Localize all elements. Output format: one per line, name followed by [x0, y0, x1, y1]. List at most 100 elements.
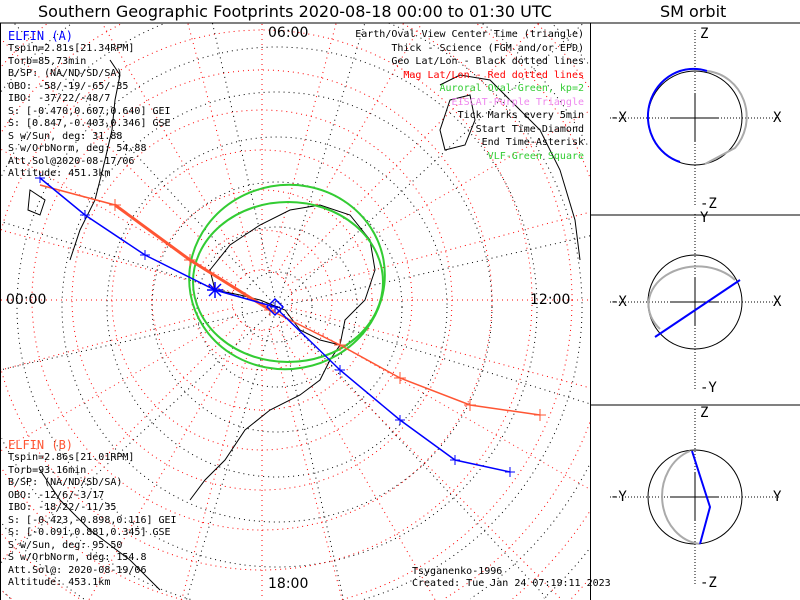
- orbit-axis-label: -Z: [700, 196, 717, 212]
- sat-b-tick: [109, 199, 121, 211]
- model-label: Tsyganenko-1996: [412, 566, 503, 577]
- sat-b-track: [39, 184, 541, 416]
- sat-a-info-line: Tspin=2.81s[21.34RPM]: [8, 43, 135, 54]
- sat-a-tick: [35, 173, 45, 183]
- legend-item: Geo Lat/Lon - Black dotted lines: [391, 56, 584, 67]
- sat-b-info-line: B/SP: (NA/ND/SD/SA): [8, 477, 123, 488]
- sat-b-info-line: Torb=93.16min: [8, 464, 87, 476]
- legend-item: Auroral Oval-Green, kp=2: [439, 83, 585, 94]
- sat-a-info-line: S: [-0.470,0.607,0.640] GEI: [8, 105, 171, 117]
- sat-b-tick: [334, 339, 346, 351]
- sat-b-info-line: Altitude: 453.1km: [8, 577, 111, 588]
- sat-a-name: ELFIN (A): [8, 29, 74, 43]
- sat-a-info-line: B/SP: (NA/ND/SD/SA): [8, 68, 123, 79]
- sat-a-tick: [395, 415, 405, 425]
- start-diamond-icon: [265, 297, 285, 317]
- legend-item: Mag Lat/Lon - Red dotted lines: [403, 69, 584, 81]
- mlt-label-top: 06:00: [268, 25, 309, 41]
- end-asterisk-icon: [207, 282, 223, 298]
- legend-item: Start Time-Diamond: [475, 123, 584, 135]
- sat-a-orbit: [691, 450, 712, 545]
- orbit-axis-label: Y: [773, 489, 782, 505]
- sat-a-info-line: S w/Sun, deg: 31.88: [8, 130, 123, 142]
- sat-a-info-line: Torb=85.73min: [8, 55, 87, 67]
- geo-lat-circle: [61, 91, 493, 523]
- geo-lon-line: [276, 235, 591, 308]
- sat-a-info-line: IBO: -37/22/-48/7: [8, 93, 111, 104]
- sat-b-tick: [184, 254, 196, 266]
- sat-orbit-gray: [647, 265, 736, 330]
- coastline: [439, 94, 476, 151]
- legend-item: Earth/Oval View Center Time (triangle): [355, 29, 584, 40]
- sat-a-orbit: [654, 279, 741, 338]
- sat-b-info-line: S w/Sun, deg: 95.50: [8, 539, 123, 551]
- sat-a-tick: [505, 467, 515, 477]
- sat-b-info-line: IBO: -18/22/-11/35: [8, 502, 117, 513]
- sat-b-info-line: Tspin=2.86s[21.01RPM]: [8, 452, 135, 463]
- geo-lon-line: [211, 22, 278, 308]
- mag-lon-line: [0, 307, 234, 371]
- auroral-oval-inner: [192, 201, 384, 363]
- auroral-oval-outer: [188, 183, 386, 371]
- sat-a-tick: [335, 365, 345, 375]
- sat-b-tick: [464, 399, 476, 411]
- orbit-title: SM orbit: [660, 2, 727, 21]
- orbit-axis-label: -Z: [700, 575, 717, 591]
- orbit-axis-label: X: [773, 110, 782, 126]
- geo-lat-circle: [1, 22, 583, 600]
- mag-lon-line: [0, 229, 234, 293]
- legend-item: Tick Marks every 5min: [457, 110, 584, 121]
- mag-lon-line: [287, 110, 591, 286]
- coastline: [39, 469, 161, 591]
- mlt-label-bottom: 18:00: [268, 576, 309, 592]
- sat-a-tick: [140, 250, 150, 260]
- sat-a-tick: [450, 455, 460, 465]
- sat-b-info-line: S: [-0.423,-0.898,0.116] GEI: [8, 514, 177, 526]
- mag-lat-circle: [71, 109, 453, 491]
- coastline: [189, 344, 341, 501]
- orbit-axis-label: X: [773, 294, 782, 310]
- sat-b-info-line: S w/OrbNorm, deg: 154.8: [8, 552, 147, 563]
- antarctica-coastline: [209, 204, 376, 346]
- sat-b-info-line: OBO: -12/6/-3/17: [8, 489, 105, 501]
- sat-b-info: ELFIN (B) Tspin=2.86s[21.01RPM] Torb=93.1…: [8, 438, 177, 590]
- sm-orbit-panels: [610, 30, 780, 585]
- geo-lon-line: [276, 22, 366, 308]
- legend-item: End Time-Asterisk: [481, 137, 584, 148]
- geo-lon-line: [0, 306, 278, 371]
- sat-a-info-line: S w/OrbNorm, deg: 54.88: [8, 143, 147, 154]
- geo-lon-line: [276, 306, 549, 600]
- mag-lat-circle: [111, 149, 413, 451]
- mag-lon-line: [187, 22, 255, 272]
- geo-lat-circle: [241, 271, 313, 343]
- sat-a-info-line: S: [0.847,-0.403,0.346] GSE: [8, 118, 171, 129]
- mag-lat-circle: [1, 23, 591, 599]
- coastline: [439, 74, 581, 261]
- orbit-axis-label: -Y: [610, 489, 627, 505]
- geo-lat-circle: [0, 23, 590, 600]
- mag-lat-circle: [0, 23, 590, 600]
- coastline: [27, 189, 46, 216]
- legend-item: Thick - Science (FGM and/or EPD): [391, 42, 584, 54]
- mag-lon-line: [282, 320, 563, 600]
- sat-b-info-line: Att.Sol@: 2020-08-19/06: [8, 564, 147, 576]
- footprint-map: [0, 22, 591, 600]
- sat-a-track: [39, 177, 511, 473]
- sat-a-tick: [270, 302, 280, 312]
- legend: Earth/Oval View Center Time (triangle) Th…: [355, 28, 584, 163]
- orbit-axis-label: -Y: [700, 380, 717, 396]
- coastline: [69, 59, 121, 261]
- sat-a-info-line: Altitude: 451.3km: [8, 168, 111, 179]
- orbit-axis-label: Z: [700, 26, 709, 42]
- mag-lon-line: [287, 314, 591, 490]
- sat-a-info-line: OBO: -58/-19/-65/-35: [8, 80, 129, 92]
- sat-b-name: ELFIN (B): [8, 438, 74, 452]
- orbit-axis-label: -X: [610, 294, 627, 310]
- geo-lat-circle: [2, 24, 589, 599]
- geo-lat-circle: [106, 136, 448, 478]
- sat-a-tick: [80, 210, 90, 220]
- geo-lon-line: [0, 221, 278, 308]
- sat-a-info-line: Att.Sol@2020-08-17/06: [8, 155, 135, 167]
- mag-lon-line: [290, 307, 591, 389]
